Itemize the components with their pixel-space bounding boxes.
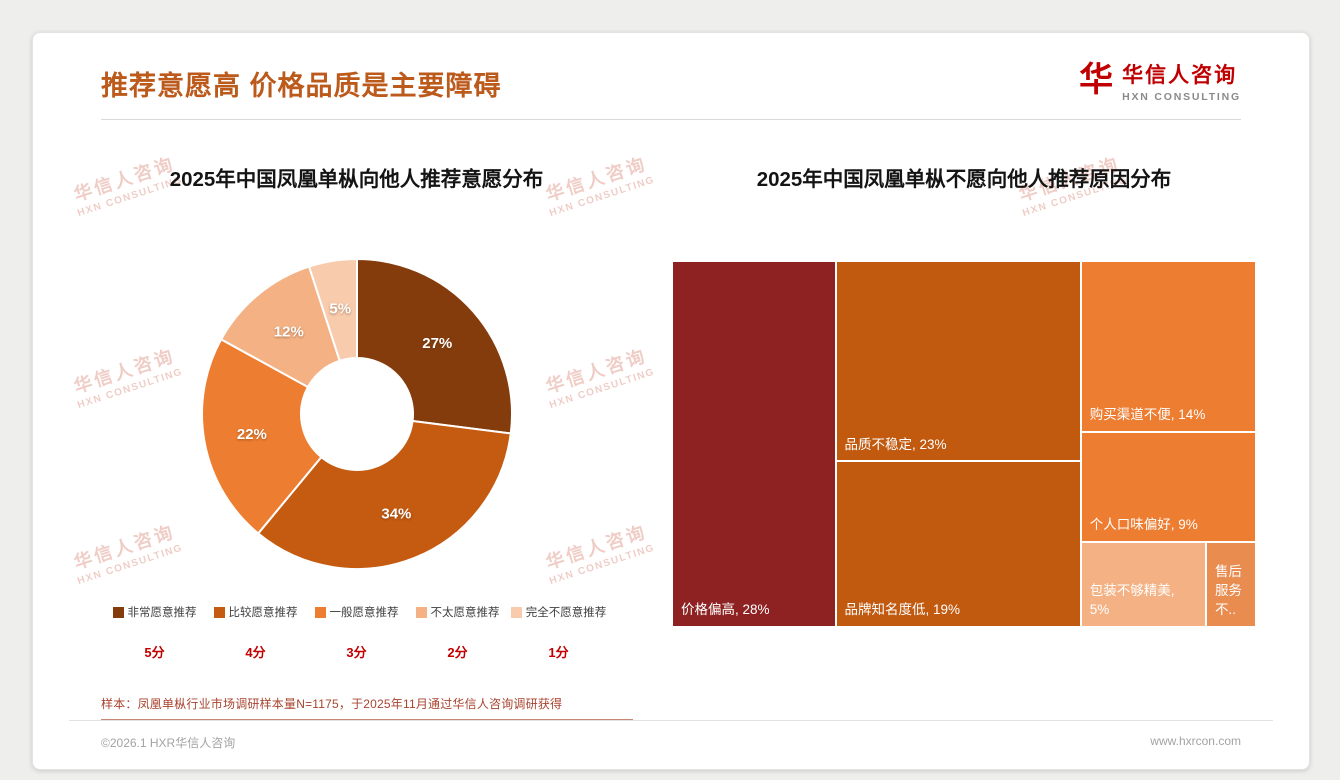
legend-swatch-icon — [510, 606, 522, 618]
logo-text: 华信人咨询 HXN CONSULTING — [1122, 59, 1241, 103]
logo-icon: 华 — [1079, 61, 1114, 99]
legend-column: 不太愿意推荐 2分 — [409, 604, 506, 661]
legend-column: 完全不愿意推荐 1分 — [510, 604, 607, 661]
treemap-cell-label: 品牌知名度低, 19% — [844, 602, 961, 618]
legend-item: 不太愿意推荐 — [409, 604, 506, 620]
logo-subtitle: HXN CONSULTING — [1122, 91, 1241, 103]
treemap-cell-label: 品质不稳定, 23% — [844, 436, 947, 452]
website-url: www.hxrcon.com — [1150, 734, 1241, 748]
treemap-cell-6: 包装不够精美, 5% — [1080, 541, 1206, 627]
donut-chart-title: 2025年中国凤凰单枞向他人推荐意愿分布 — [169, 168, 544, 191]
content: 2025年中国凤凰单枞向他人推荐意愿分布 27% 34% 22% 12% 5% 非常愿意… — [33, 120, 1309, 720]
donut-chart-section: 2025年中国凤凰单枞向他人推荐意愿分布 27% 34% 22% 12% 5% 非常愿意… — [69, 120, 644, 720]
donut-segment-1 — [355, 257, 513, 435]
legend-column: 一般愿意推荐 3分 — [308, 604, 405, 661]
page-title: 推荐意愿高 价格品质是主要障碍 — [101, 71, 502, 101]
legend-column: 比较愿意推荐 4分 — [207, 604, 304, 661]
treemap-cell-label: 价格偏高, 28% — [681, 602, 770, 618]
donut-segment-4 — [219, 265, 341, 389]
legend-swatch-icon — [314, 606, 326, 618]
donut-value-label: 27% — [422, 335, 452, 352]
treemap-cell-3: 品牌知名度低, 19% — [835, 461, 1081, 627]
donut-value-label: 12% — [273, 324, 303, 341]
score-label: 5分 — [144, 645, 165, 660]
header: 推荐意愿高 价格品质是主要障碍 华 华信人咨询 HXN CONSULTING — [101, 59, 1241, 120]
treemap-cell-label: 购买渠道不便, 14% — [1089, 406, 1206, 422]
treemap-cell-label: 售后服务不.. — [1214, 564, 1242, 618]
score-label: 3分 — [346, 645, 367, 660]
score-label: 2分 — [447, 645, 468, 660]
donut-value-label: 34% — [381, 505, 411, 522]
legend-label: 一般愿意推荐 — [329, 607, 399, 619]
donut-segment-5 — [307, 257, 358, 363]
score-label: 1分 — [548, 645, 569, 660]
legend-label: 不太愿意推荐 — [430, 607, 500, 619]
legend-column: 非常愿意推荐 5分 — [106, 604, 203, 661]
legend-label: 非常愿意推荐 — [127, 607, 197, 619]
footnote: 样本：凤凰单枞行业市场调研样本量N=1175，于2025年11月通过华信人咨询调… — [101, 695, 633, 720]
donut-chart: 27% 34% 22% 12% 5% — [200, 257, 513, 570]
legend-swatch-icon — [213, 606, 225, 618]
treemap-chart-title: 2025年中国凤凰单枞不愿向他人推荐原因分布 — [756, 168, 1172, 191]
footer: ©2026.1 HXR华信人咨询 www.hxrcon.com — [69, 720, 1273, 769]
legend: 非常愿意推荐 5分 比较愿意推荐 4分 一般愿意推荐 3分 不太愿意推荐 2分 完全不愿意推荐 1… — [69, 604, 644, 661]
legend-item: 完全不愿意推荐 — [510, 604, 607, 620]
copyright-text: ©2026.1 HXR华信人咨询 — [101, 736, 236, 750]
legend-label: 比较愿意推荐 — [228, 607, 298, 619]
legend-label: 完全不愿意推荐 — [525, 607, 607, 619]
donut-value-label: 5% — [329, 300, 351, 317]
treemap-cell-7: 售后服务不.. — [1205, 541, 1256, 627]
donut-value-label: 22% — [236, 426, 266, 443]
legend-item: 非常愿意推荐 — [106, 604, 203, 620]
treemap-chart-section: 2025年中国凤凰单枞不愿向他人推荐原因分布 价格偏高, 28% 品质不稳定, 2… — [644, 120, 1273, 720]
treemap-cell-label: 个人口味偏好, 9% — [1089, 516, 1198, 532]
legend-item: 比较愿意推荐 — [207, 604, 304, 620]
treemap-cell-1: 价格偏高, 28% — [672, 261, 836, 627]
score-label: 4分 — [245, 645, 266, 660]
treemap-cell-4: 购买渠道不便, 14% — [1080, 261, 1256, 432]
logo: 华 华信人咨询 HXN CONSULTING — [1079, 59, 1241, 103]
legend-swatch-icon — [112, 606, 124, 618]
logo-name: 华信人咨询 — [1122, 64, 1238, 87]
treemap-cell-5: 个人口味偏好, 9% — [1080, 431, 1256, 542]
legend-item: 一般愿意推荐 — [308, 604, 405, 620]
treemap-chart: 价格偏高, 28% 品质不稳定, 23% 品牌知名度低, 19% 购买渠道不便, 14… — [672, 261, 1256, 627]
legend-swatch-icon — [415, 606, 427, 618]
donut-segment-3 — [200, 337, 323, 535]
treemap-cell-label: 包装不够精美, 5% — [1089, 583, 1175, 618]
treemap-cell-2: 品质不稳定, 23% — [835, 261, 1081, 462]
slide-card: 华信人咨询 HXN CONSULTING 华信人咨询 HXN CONSULTING 华信… — [32, 32, 1310, 770]
